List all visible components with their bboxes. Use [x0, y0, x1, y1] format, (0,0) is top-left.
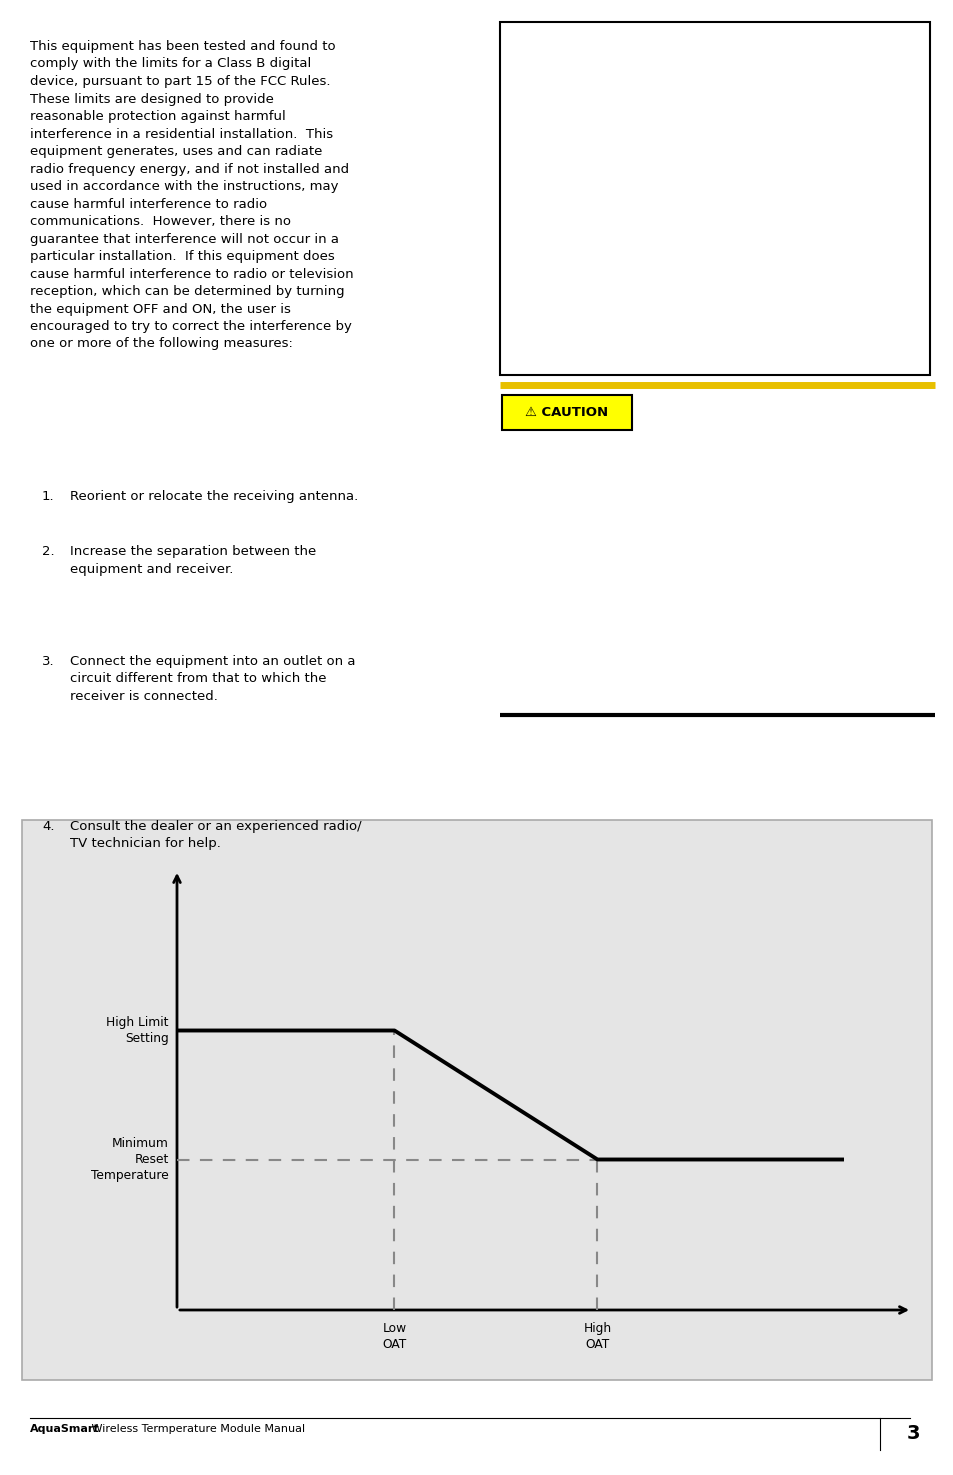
Text: Connect the equipment into an outlet on a
circuit different from that to which t: Connect the equipment into an outlet on …: [70, 655, 355, 704]
Text: 3.: 3.: [42, 655, 54, 668]
Text: Consult the dealer or an experienced radio/
TV technician for help.: Consult the dealer or an experienced rad…: [70, 820, 361, 851]
Text: ⚠ CAUTION: ⚠ CAUTION: [525, 406, 608, 419]
Text: High
OAT: High OAT: [583, 1322, 611, 1351]
Text: Low
OAT: Low OAT: [382, 1322, 406, 1351]
Text: Minimum
Reset
Temperature: Minimum Reset Temperature: [91, 1137, 169, 1181]
Text: 1.: 1.: [42, 490, 54, 503]
Bar: [499, 22, 929, 375]
Text: Increase the separation between the
equipment and receiver.: Increase the separation between the equi…: [70, 544, 315, 575]
Text: High Limit
Setting: High Limit Setting: [107, 1016, 169, 1044]
Text: 3: 3: [905, 1423, 919, 1443]
Text: 2.: 2.: [42, 544, 54, 558]
Text: AquaSmart: AquaSmart: [30, 1423, 99, 1434]
Bar: [501, 395, 631, 431]
Bar: [22, 820, 931, 1381]
Text: 4.: 4.: [42, 820, 54, 833]
Text: This equipment has been tested and found to
comply with the limits for a Class B: This equipment has been tested and found…: [30, 40, 354, 351]
Text: Wireless Termperature Module Manual: Wireless Termperature Module Manual: [88, 1423, 305, 1434]
Text: Reorient or relocate the receiving antenna.: Reorient or relocate the receiving anten…: [70, 490, 358, 503]
